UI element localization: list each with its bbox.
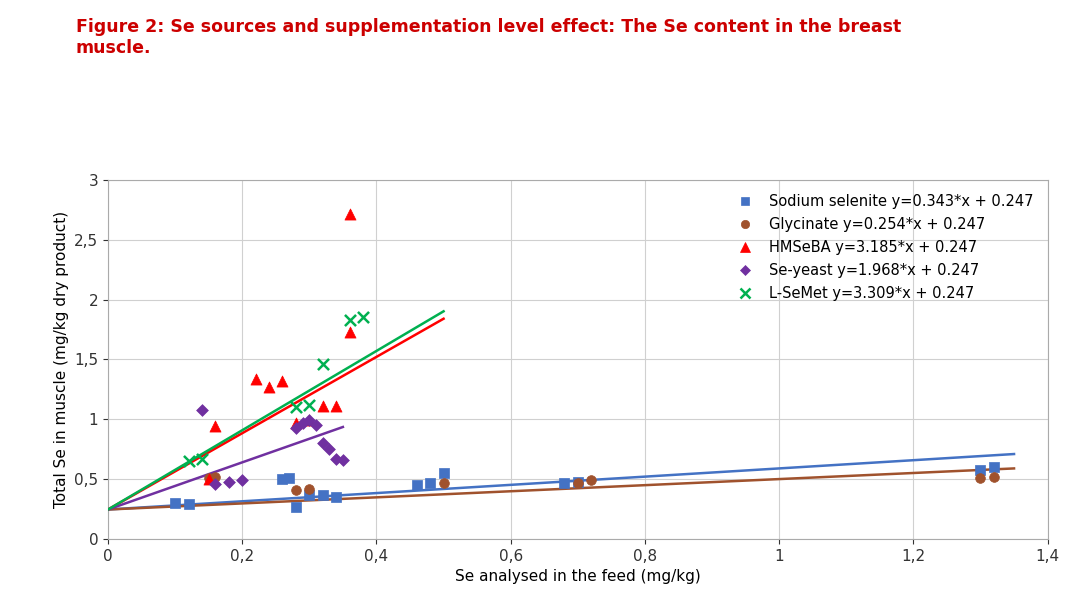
Point: [321, 444, 338, 454]
Point: [354, 313, 372, 322]
Point: [569, 477, 586, 486]
Point: [300, 484, 318, 494]
Text: Figure 2: Se sources and supplementation level effect: The Se content in the bre: Figure 2: Se sources and supplementation…: [76, 18, 901, 57]
Point: [569, 478, 586, 488]
Point: [308, 420, 325, 430]
Point: [180, 500, 198, 509]
Point: [972, 465, 989, 474]
Y-axis label: Total Se in muscle (mg/kg dry product): Total Se in muscle (mg/kg dry product): [54, 211, 69, 508]
Point: [281, 473, 298, 483]
Point: [985, 462, 1002, 472]
Point: [327, 492, 345, 502]
Point: [300, 416, 318, 425]
Point: [408, 480, 426, 490]
Point: [300, 400, 318, 410]
Point: [206, 472, 224, 482]
Point: [556, 478, 573, 488]
Point: [435, 478, 453, 488]
Point: [314, 401, 332, 411]
Point: [287, 502, 305, 512]
Point: [300, 490, 318, 500]
Point: [985, 472, 1002, 482]
Point: [200, 474, 217, 484]
Point: [166, 498, 184, 508]
Point: [180, 456, 198, 466]
Point: [220, 477, 238, 486]
X-axis label: Se analysed in the feed (mg/kg): Se analysed in the feed (mg/kg): [455, 570, 701, 585]
Point: [287, 403, 305, 412]
Point: [341, 210, 359, 219]
Point: [314, 359, 332, 369]
Point: [260, 382, 278, 392]
Point: [287, 485, 305, 495]
Point: [300, 416, 318, 425]
Point: [327, 454, 345, 464]
Point: [294, 418, 311, 428]
Point: [972, 473, 989, 483]
Point: [233, 476, 251, 485]
Point: [314, 438, 332, 448]
Point: [341, 315, 359, 325]
Point: [287, 418, 305, 428]
Point: [341, 327, 359, 337]
Point: [193, 405, 211, 415]
Point: [247, 374, 265, 383]
Point: [421, 478, 438, 488]
Point: [287, 423, 305, 432]
Point: [193, 454, 211, 464]
Point: [200, 473, 217, 483]
Point: [206, 479, 224, 489]
Point: [314, 490, 332, 500]
Point: [206, 422, 224, 431]
Point: [582, 476, 599, 485]
Legend: Sodium selenite y=0.343*x + 0.247, Glycinate y=0.254*x + 0.247, HMSeBA y=3.185*x: Sodium selenite y=0.343*x + 0.247, Glyci…: [724, 187, 1040, 308]
Point: [274, 376, 292, 386]
Point: [435, 468, 453, 478]
Point: [335, 455, 352, 465]
Point: [274, 474, 292, 484]
Point: [327, 401, 345, 411]
